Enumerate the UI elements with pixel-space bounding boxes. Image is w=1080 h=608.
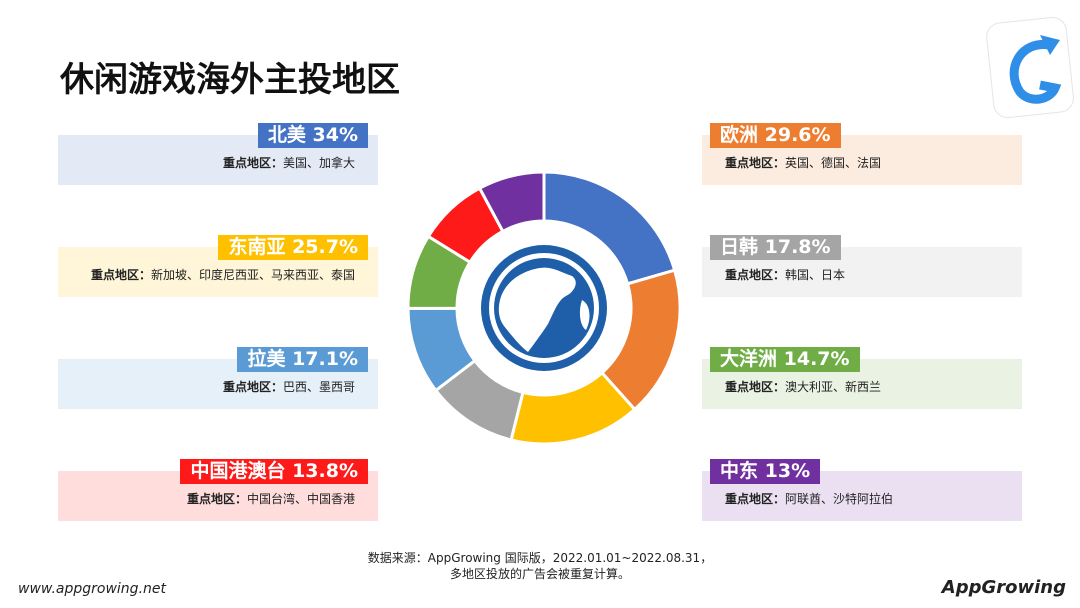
continent (498, 267, 590, 352)
detail-label: 重点地区： (90, 268, 151, 282)
detail-text: 英国、德国、法国 (785, 156, 882, 170)
detail-label: 重点地区： (725, 156, 786, 170)
value-label: 17.8% (764, 236, 831, 258)
region-tag: 中国港澳台 13.8% (180, 459, 368, 484)
region-detail: 重点地区：美国、加拿大 (223, 154, 355, 171)
region-name: 大洋洲 (720, 348, 778, 370)
value-label: 34% (312, 124, 358, 146)
region-detail: 重点地区：中国台湾、中国香港 (187, 490, 355, 507)
detail-label: 重点地区： (186, 492, 247, 506)
value-label: 13.8% (292, 460, 358, 482)
region-tag: 欧洲 29.6% (710, 123, 841, 148)
region-detail: 重点地区：韩国、日本 (725, 266, 845, 283)
value-label: 17.1% (292, 348, 358, 370)
region-card: 中东 13% 重点地区：阿联酋、沙特阿拉伯 (702, 459, 1022, 521)
region-tag: 大洋洲 14.7% (710, 347, 860, 372)
source-note: 数据来源：AppGrowing 国际版，2022.01.01~2022.08.3… (367, 551, 713, 565)
detail-label: 重点地区： (725, 492, 786, 506)
brand: AppGrowing (941, 577, 1066, 598)
value-label: 25.7% (292, 236, 358, 258)
region-card: 大洋洲 14.7% 重点地区：澳大利亚、新西兰 (702, 347, 1022, 409)
website: www.appgrowing.net (18, 581, 166, 597)
value-label: 13% (764, 460, 811, 482)
title: 休闲游戏海外主投地区 (60, 60, 400, 100)
region-tag: 中东 13% (710, 459, 821, 484)
region-tag: 东南亚 25.7% (218, 235, 368, 260)
region-card: 拉美 17.1% 重点地区：巴西、墨西哥 (58, 347, 378, 409)
region-detail: 重点地区：英国、德国、法国 (725, 154, 881, 171)
region-card: 东南亚 25.7% 重点地区：新加坡、印度尼西亚、马来西亚、泰国 (58, 235, 378, 297)
detail-text: 中国台湾、中国香港 (246, 492, 355, 506)
region-name: 日韩 (720, 236, 759, 258)
value-label: 14.7% (783, 348, 850, 370)
region-name: 中国港澳台 (190, 460, 286, 482)
region-tag: 拉美 17.1% (237, 347, 368, 372)
region-detail: 重点地区：澳大利亚、新西兰 (725, 378, 881, 395)
detail-label: 重点地区： (222, 156, 283, 170)
region-name: 东南亚 (228, 236, 286, 258)
detail-label: 重点地区： (725, 380, 786, 394)
region-card: 欧洲 29.6% 重点地区：英国、德国、法国 (702, 123, 1022, 185)
detail-text: 新加坡、印度尼西亚、马来西亚、泰国 (150, 268, 355, 282)
logo (986, 16, 1074, 119)
donut-segment (477, 170, 546, 234)
detail-text: 澳大利亚、新西兰 (785, 380, 882, 394)
region-detail: 重点地区：阿联酋、沙特阿拉伯 (725, 490, 893, 507)
detail-text: 韩国、日本 (785, 268, 846, 282)
region-tag: 北美 34% (257, 123, 368, 148)
detail-label: 重点地区： (222, 380, 283, 394)
region-detail: 重点地区：新加坡、印度尼西亚、马来西亚、泰国 (91, 266, 355, 283)
detail-label: 重点地区： (725, 268, 786, 282)
region-name: 欧洲 (720, 124, 759, 146)
region-name: 中东 (720, 460, 759, 482)
region-card: 北美 34% 重点地区：美国、加拿大 (58, 123, 378, 185)
detail-text: 美国、加拿大 (282, 156, 355, 170)
region-card: 日韩 17.8% 重点地区：韩国、日本 (702, 235, 1022, 297)
value-label: 29.6% (764, 124, 831, 146)
detail-text: 巴西、墨西哥 (282, 380, 355, 394)
region-name: 北美 (267, 124, 306, 146)
source-note: 多地区投放的广告会被重复计算。 (449, 567, 630, 581)
detail-text: 阿联酋、沙特阿拉伯 (785, 492, 894, 506)
region-name: 拉美 (247, 348, 286, 370)
region-detail: 重点地区：巴西、墨西哥 (223, 378, 355, 395)
region-tag: 日韩 17.8% (710, 235, 841, 260)
region-card: 中国港澳台 13.8% 重点地区：中国台湾、中国香港 (58, 459, 378, 521)
